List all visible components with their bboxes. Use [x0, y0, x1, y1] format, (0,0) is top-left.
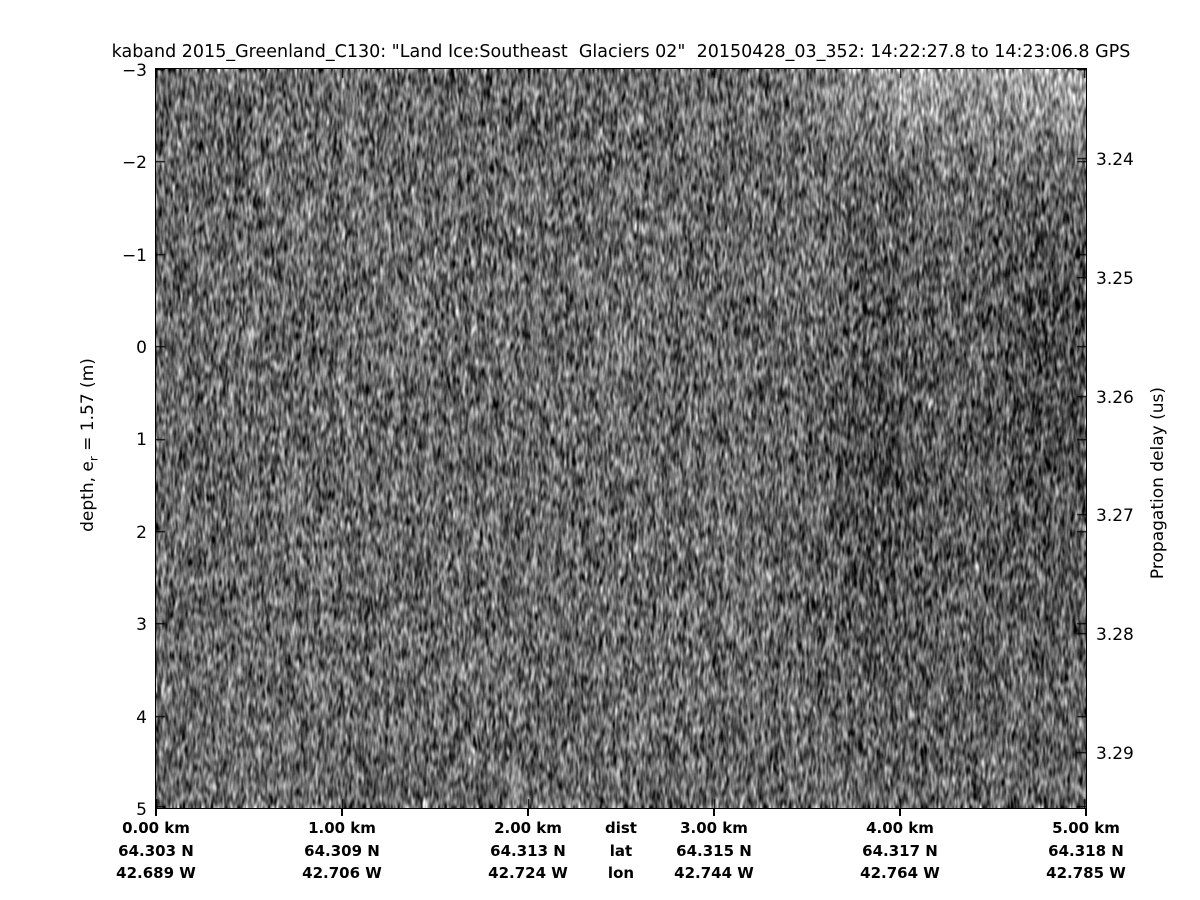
- x-tick-lon: 42.764 W: [860, 864, 940, 882]
- y-tick-label-left: −3: [121, 61, 147, 81]
- y-tick-label-left: 2: [136, 523, 147, 543]
- y-tick-label-left: 5: [136, 800, 147, 820]
- x-tick-dist: 0.00 km: [122, 819, 190, 837]
- x-axis-column: 5.00 km 64.318 N 42.785 W: [1021, 817, 1151, 885]
- x-tick-mark: [899, 808, 901, 816]
- x-tick-dist: 2.00 km: [494, 819, 562, 837]
- x-tick-lat: 64.313 N: [490, 841, 566, 860]
- x-tick-mark: [713, 808, 715, 816]
- y-tick-label-left: 0: [136, 338, 147, 358]
- x-tick-lon: 42.706 W: [302, 864, 382, 882]
- y-tick-label-right: 3.27: [1096, 506, 1134, 526]
- left-axis-label: depth, er = 1.57 (m): [77, 75, 101, 815]
- y-tick-label-left: 4: [136, 708, 147, 728]
- y-tick-label-right: 3.26: [1096, 388, 1134, 408]
- x-tick-lat: 64.309 N: [304, 841, 380, 860]
- x-tick-lat: 64.303 N: [118, 841, 194, 860]
- x-axis-header-dist: dist: [605, 819, 637, 837]
- y-tick-label-left: 1: [136, 430, 147, 450]
- x-tick-lon: 42.724 W: [488, 864, 568, 882]
- y-tick-label-left: −2: [121, 153, 147, 173]
- x-axis-column: 4.00 km 64.317 N 42.764 W: [835, 817, 965, 885]
- x-tick-lat: 64.317 N: [862, 841, 938, 860]
- y-tick-label-left: 3: [136, 615, 147, 635]
- x-tick-lon: 42.785 W: [1046, 864, 1126, 882]
- left-axis-label-units: = 1.57 (m): [78, 358, 98, 457]
- x-tick-mark: [1085, 808, 1087, 816]
- x-tick-dist: 5.00 km: [1052, 819, 1120, 837]
- x-tick-lat: 64.318 N: [1048, 841, 1124, 860]
- x-axis-column: 0.00 km 64.303 N 42.689 W: [91, 817, 221, 885]
- x-axis-column: 3.00 km 64.315 N 42.744 W: [649, 817, 779, 885]
- x-tick-lon: 42.689 W: [116, 864, 196, 882]
- y-tick-label-left: −1: [121, 246, 147, 266]
- right-axis-label: Propagation delay (us): [1148, 386, 1168, 580]
- x-axis-column: 1.00 km 64.309 N 42.706 W: [277, 817, 407, 885]
- y-tick-label-right: 3.25: [1096, 269, 1134, 289]
- x-tick-lon: 42.744 W: [674, 864, 754, 882]
- y-tick-label-right: 3.29: [1096, 744, 1134, 764]
- x-axis-column: 2.00 km 64.313 N 42.724 W: [463, 817, 593, 885]
- plot-area: [154, 67, 1087, 809]
- x-tick-dist: 3.00 km: [680, 819, 748, 837]
- y-tick-label-right: 3.24: [1096, 150, 1134, 170]
- x-tick-lat: 64.315 N: [676, 841, 752, 860]
- x-axis-header-lon: lon: [607, 864, 635, 882]
- left-axis-label-subscript: r: [86, 456, 101, 462]
- x-axis-header-lat: lat: [609, 841, 633, 860]
- x-tick-mark: [341, 808, 343, 816]
- x-tick-dist: 4.00 km: [866, 819, 934, 837]
- x-tick-mark: [527, 808, 529, 816]
- x-tick-mark: [155, 808, 157, 816]
- figure-title: kaband 2015_Greenland_C130: "Land Ice:So…: [111, 42, 1131, 62]
- echogram-canvas: [155, 68, 1086, 808]
- x-tick-dist: 1.00 km: [308, 819, 376, 837]
- left-axis-label-text: depth, e: [78, 461, 98, 532]
- x-axis-header-column: dist lat lon: [556, 817, 686, 885]
- y-tick-label-right: 3.28: [1096, 625, 1134, 645]
